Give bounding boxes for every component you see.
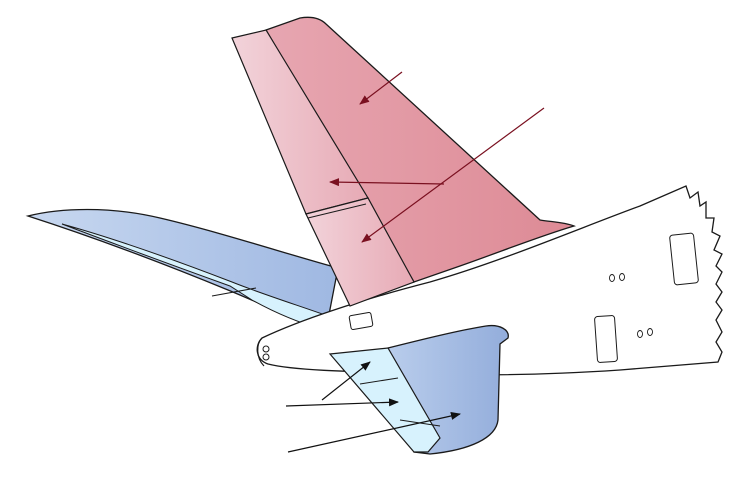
stabilizer-callout-arrow	[287, 412, 461, 453]
horizontal-stabilizer-near	[328, 324, 509, 455]
rudder-lower-callout-arrow	[361, 107, 545, 243]
elevator	[328, 347, 441, 453]
vertical-stabilizer	[231, 16, 576, 307]
tail-cone-exhaust	[257, 337, 265, 367]
horizontal-stabilizer-far	[25, 208, 339, 331]
access-panel-small	[348, 312, 374, 330]
rudder-callout-arrow	[329, 178, 445, 187]
fin	[265, 16, 576, 283]
access-door-lower	[594, 315, 618, 363]
elevator-callout-arrow	[321, 361, 371, 401]
access-door-upper	[669, 232, 699, 286]
callouts	[285, 71, 545, 453]
fin-callout-arrow	[359, 71, 403, 105]
rudder-lower	[305, 197, 415, 307]
fuselage-tail-cone	[256, 185, 723, 376]
elevator-tab-callout-arrow	[285, 398, 399, 407]
